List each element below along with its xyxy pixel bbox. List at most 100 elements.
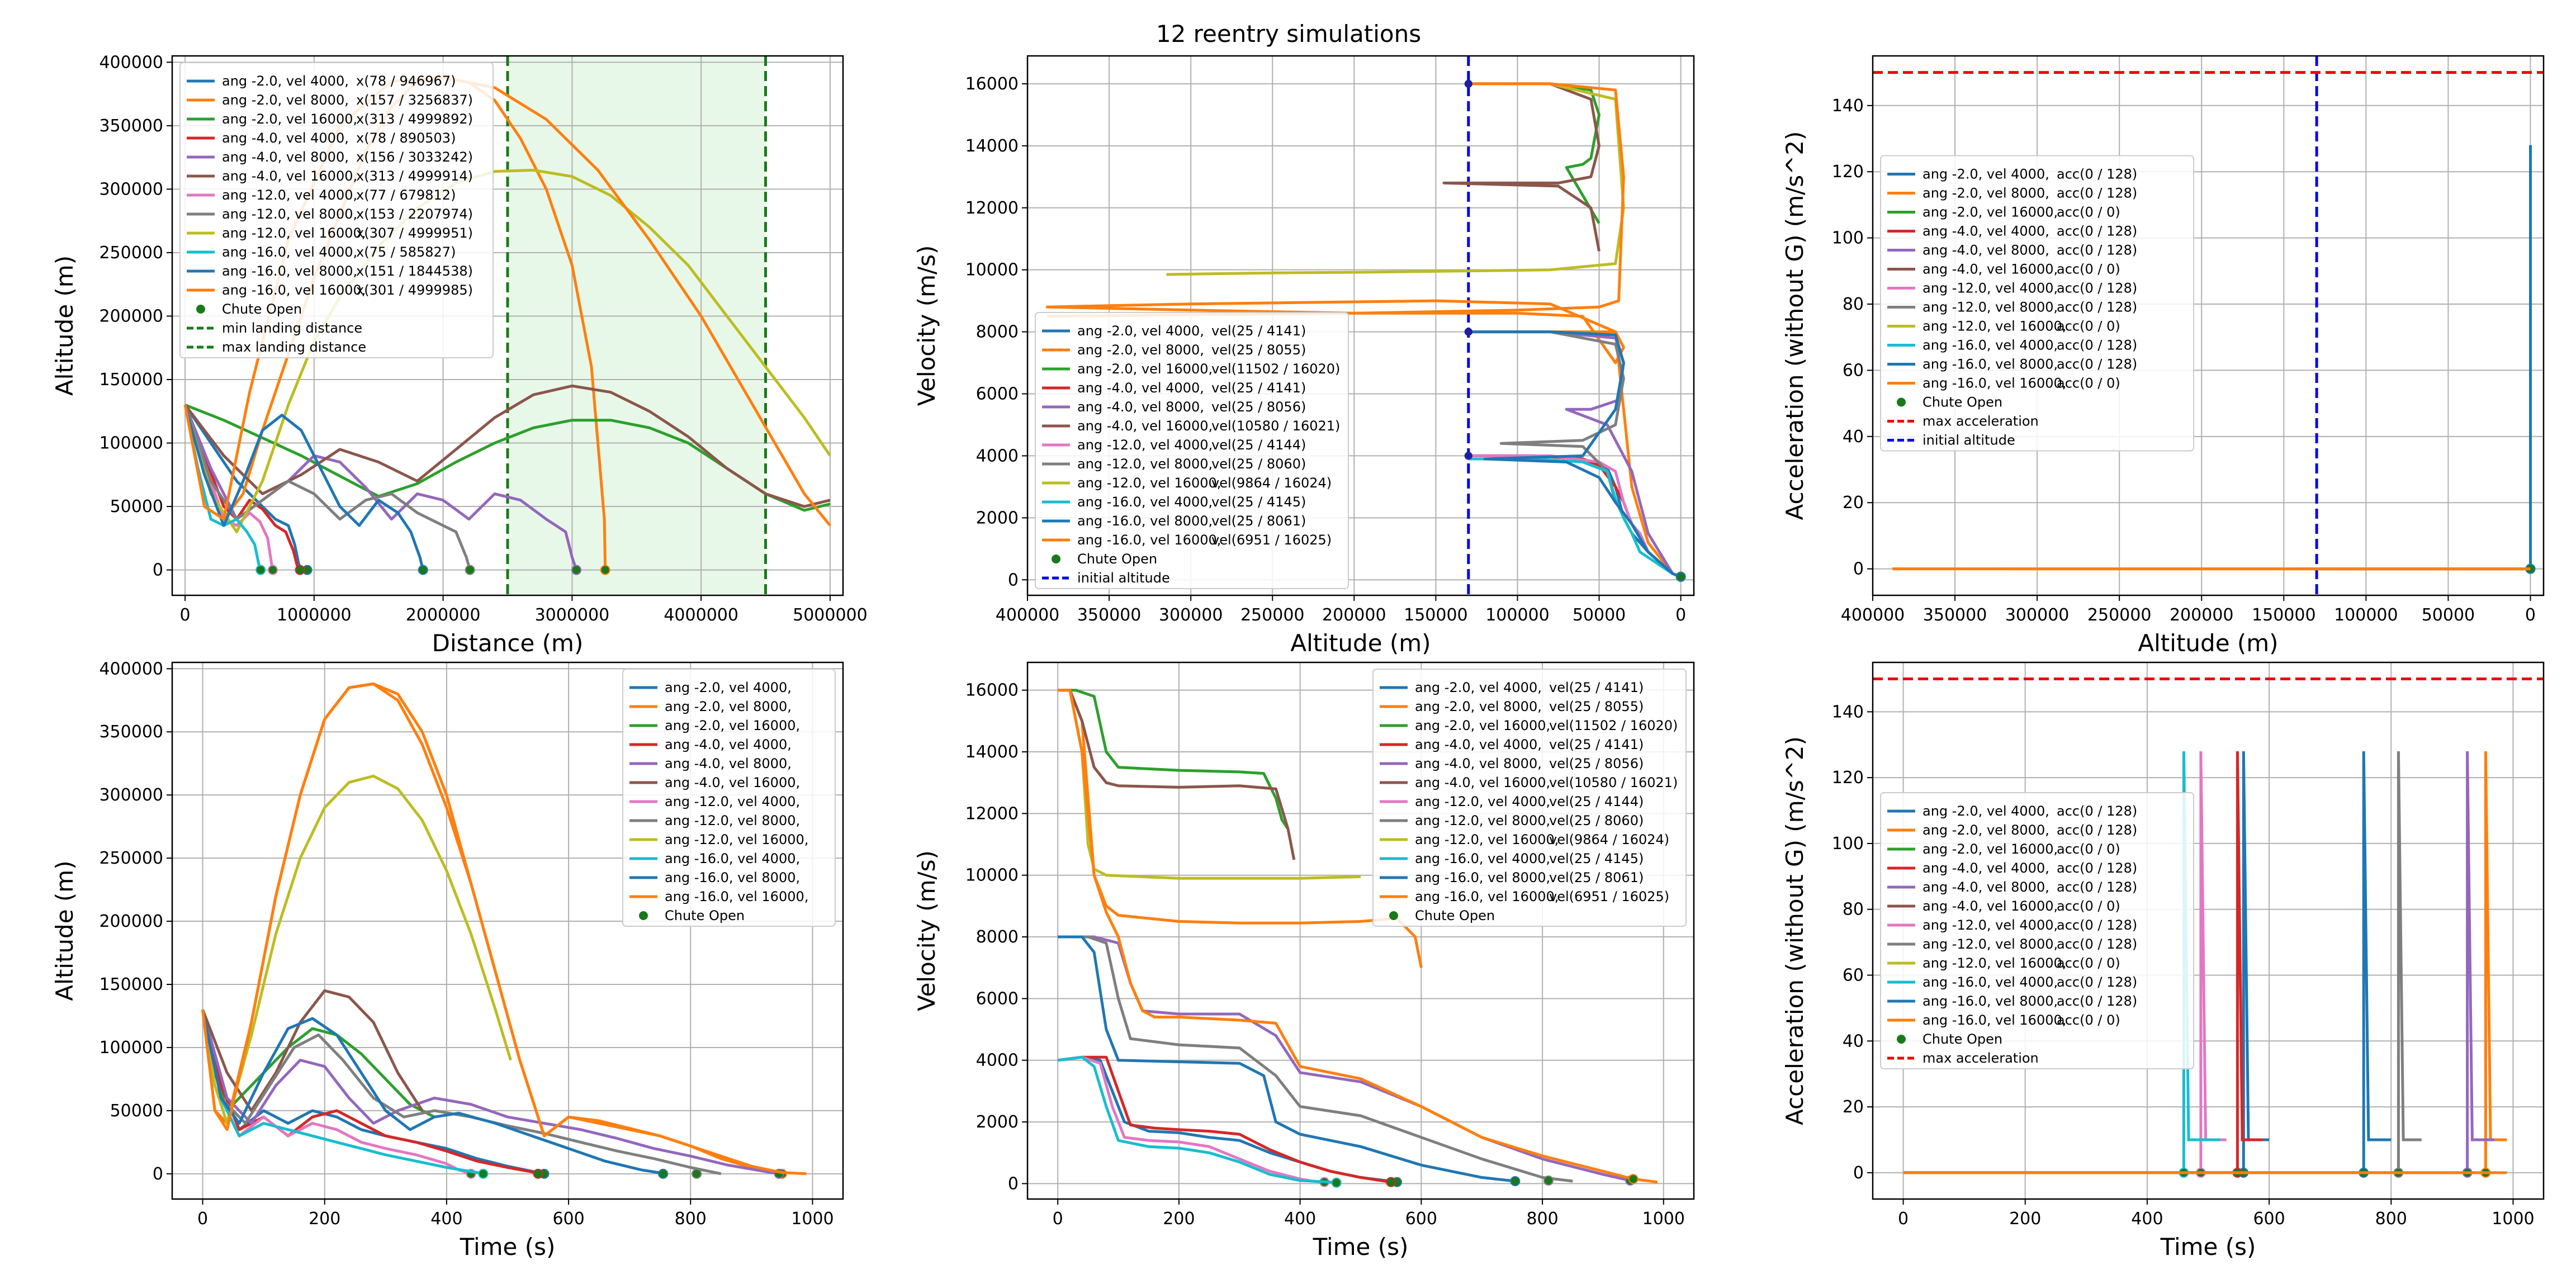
series-line xyxy=(1057,1055,1391,1184)
y-tick-label: 100000 xyxy=(99,434,163,453)
chart-vel_vs_alt: 400000 350000 300000 250000 200000 150000 1000… xyxy=(913,55,1695,657)
legend-label: ang -2.0, vel 16000, xyxy=(1922,205,2058,220)
series-line xyxy=(184,384,831,508)
y-tick-label: 8000 xyxy=(976,323,1019,342)
legend-value: vel(25 / 8060) xyxy=(1549,813,1644,828)
legend-value: x(307 / 4999951) xyxy=(356,225,473,241)
legend-value: acc(0 / 0) xyxy=(2057,898,2120,914)
y-tick-label: 200000 xyxy=(99,912,163,931)
chute-open-marker xyxy=(692,1168,702,1179)
legend-label: ang -16.0, vel 4000, xyxy=(1922,974,2058,990)
x-tick-label: 100000 xyxy=(1485,605,1550,625)
y-tick-label: 14000 xyxy=(965,742,1019,762)
y-tick-label: 250000 xyxy=(99,849,163,868)
chart-acc_vs_time: 0 200 400 600 800 1000 0 20 40 60 80 100 120 140 Time … xyxy=(1781,661,2545,1261)
series-line xyxy=(201,1009,539,1176)
chart-acc_vs_alt: 400000 350000 300000 250000 200000 150000 1000… xyxy=(1781,55,2545,657)
legend: ang -2.0, vel 4000, vel(25 / 4141) ang -2.… xyxy=(1035,312,1349,589)
legend-label: ang -4.0, vel 4000, xyxy=(222,130,349,146)
y-tick-label: 60 xyxy=(1843,361,1864,380)
legend-value: x(313 / 4999892) xyxy=(356,111,473,127)
legend-label: ang -4.0, vel 16000, xyxy=(1922,262,2058,277)
y-tick-label: 0 xyxy=(1008,570,1019,590)
y-tick-label: 400000 xyxy=(99,53,163,72)
legend-label: ang -2.0, vel 16000, xyxy=(1077,361,1213,377)
y-tick-label: 16000 xyxy=(965,681,1019,700)
legend-value: acc(0 / 0) xyxy=(2057,841,2120,857)
legend: ang -2.0, vel 4000, ang -2.0, vel 8000, an… xyxy=(622,669,836,927)
legend-label: ang -12.0, vel 4000, xyxy=(1922,281,2058,296)
legend-label: Chute Open xyxy=(665,908,745,923)
legend-label: ang -4.0, vel 4000, xyxy=(1415,737,1542,752)
legend-value: vel(9864 / 16024) xyxy=(1549,832,1669,847)
legend-value: vel(10580 / 16021) xyxy=(1211,418,1340,434)
y-tick-label: 0 xyxy=(1853,1163,1864,1183)
legend-label: ang -2.0, vel 8000, xyxy=(1415,699,1542,714)
y-tick-label: 0 xyxy=(1853,560,1864,579)
y-tick-label: 12000 xyxy=(965,804,1019,823)
legend-label: ang -4.0, vel 8000, xyxy=(1415,756,1542,771)
x-tick-label: 100000 xyxy=(2334,605,2398,625)
legend-label: Chute Open xyxy=(1922,1031,2002,1047)
series-line xyxy=(1058,935,1516,1183)
legend-label: ang -12.0, vel 16000, xyxy=(1415,832,1559,847)
legend-value: acc(0 / 128) xyxy=(2057,224,2137,239)
axes-frame xyxy=(1026,55,1695,596)
legend-label: ang -12.0, vel 4000, xyxy=(222,187,357,203)
x-tick-label: 1000 xyxy=(791,1209,834,1229)
legend-value: acc(0 / 0) xyxy=(2057,955,2120,971)
series-line xyxy=(201,682,807,1176)
series-group xyxy=(201,682,807,1179)
x-tick-label: 400000 xyxy=(996,605,1060,625)
x-tick-label: 3000000 xyxy=(535,605,610,625)
x-tick-label: 5000000 xyxy=(793,605,868,625)
legend-label: ang -12.0, vel 8000, xyxy=(1922,936,2058,952)
legend-label: ang -16.0, vel 8000, xyxy=(1922,357,2058,372)
legend-value: vel(25 / 4145) xyxy=(1549,851,1644,866)
legend-value: vel(25 / 8056) xyxy=(1549,756,1644,771)
legend-value: acc(0 / 0) xyxy=(2057,262,2120,277)
series-line xyxy=(201,989,424,1112)
legend-value: acc(0 / 128) xyxy=(2057,917,2137,933)
chart-alt_vs_dist: 0 1000000 2000000 3000000 4000000 5000000 0 500… xyxy=(51,53,868,657)
series-line xyxy=(1468,330,1682,579)
legend-value: x(77 / 679812) xyxy=(356,187,456,203)
legend-chute-marker xyxy=(1389,911,1398,920)
legend-value: acc(0 / 128) xyxy=(2057,879,2137,895)
legend-chute-marker xyxy=(196,305,205,314)
x-tick-label: 200 xyxy=(2009,1209,2041,1229)
y-tick-label: 150000 xyxy=(99,370,163,390)
x-tick-label: 0 xyxy=(197,1209,208,1229)
legend-label: ang -16.0, vel 16000, xyxy=(665,889,808,904)
chute-open-marker xyxy=(571,565,582,575)
legend-label: ang -2.0, vel 4000, xyxy=(222,73,349,89)
legend-label: ang -4.0, vel 8000, xyxy=(665,756,792,771)
y-tick-label: 60 xyxy=(1843,966,1864,986)
x-axis-label: Time (s) xyxy=(460,1233,556,1261)
legend-value: acc(0 / 128) xyxy=(2057,974,2137,990)
legend-value: acc(0 / 0) xyxy=(2057,319,2120,334)
chute-open-marker xyxy=(1628,1174,1639,1185)
x-tick-label: 200000 xyxy=(2170,605,2234,625)
x-tick-label: 250000 xyxy=(2087,605,2152,625)
legend-label: ang -2.0, vel 4000, xyxy=(1077,323,1204,339)
legend-label: ang -2.0, vel 16000, xyxy=(1415,718,1550,733)
series-line xyxy=(201,1009,779,1176)
start-marker xyxy=(1464,79,1472,88)
legend-label: ang -2.0, vel 8000, xyxy=(665,699,792,714)
x-tick-label: 350000 xyxy=(1077,605,1142,625)
series-line xyxy=(1058,689,1290,830)
x-tick-label: 1000 xyxy=(2492,1209,2534,1229)
legend-label: ang -16.0, vel 8000, xyxy=(665,870,800,885)
y-tick-label: 0 xyxy=(1008,1174,1019,1193)
legend-label: ang -16.0, vel 16000, xyxy=(1922,1012,2066,1028)
legend-label: ang -2.0, vel 8000, xyxy=(1922,822,2049,838)
x-tick-label: 250000 xyxy=(1240,605,1305,625)
figure-title: 12 reentry simulations xyxy=(1156,20,1421,48)
series-line xyxy=(183,404,472,571)
chute-open-marker xyxy=(1386,1177,1396,1187)
series-line xyxy=(201,1009,484,1176)
legend-label: ang -16.0, vel 16000, xyxy=(222,282,366,298)
legend-value: vel(11502 / 16020) xyxy=(1549,718,1678,733)
legend-label: ang -4.0, vel 16000, xyxy=(1415,775,1550,790)
